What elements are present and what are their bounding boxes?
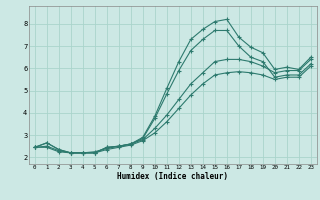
X-axis label: Humidex (Indice chaleur): Humidex (Indice chaleur)	[117, 172, 228, 181]
